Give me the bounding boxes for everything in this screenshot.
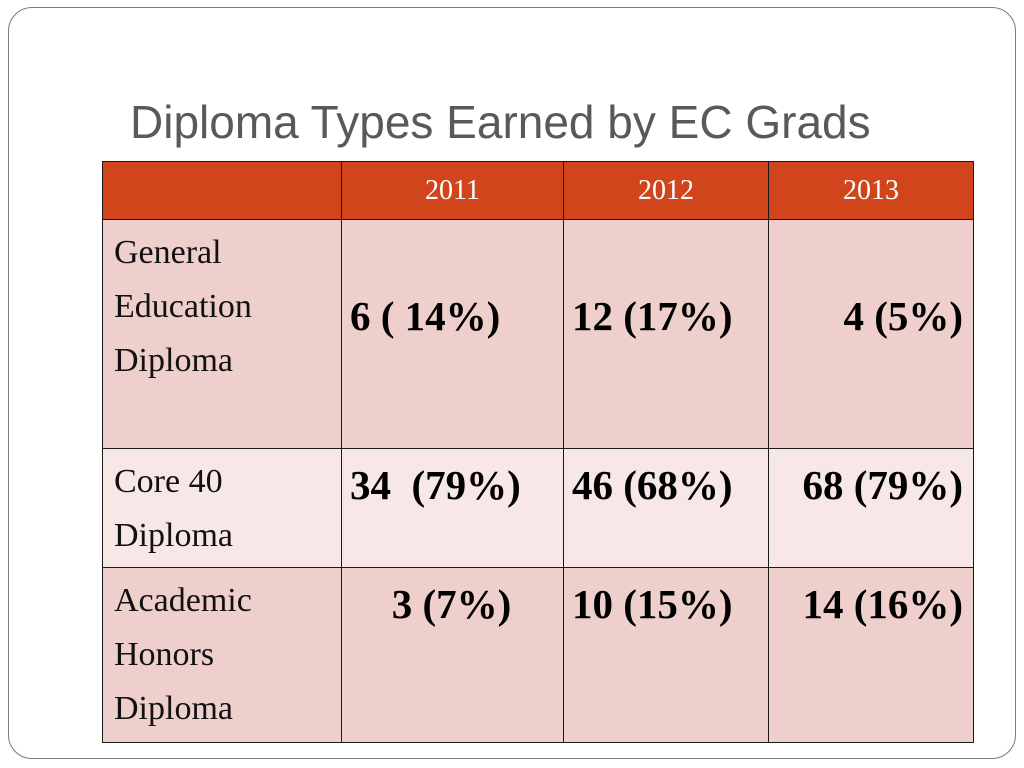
row-label-line: General <box>114 234 222 271</box>
header-year-2012: 2012 <box>563 161 769 220</box>
slide-title: Diploma Types Earned by EC Grads <box>130 96 871 148</box>
row-label-line: Diploma <box>114 342 233 379</box>
value-general-2013: 4 (5%) <box>768 219 974 449</box>
row-label-line: Academic <box>114 582 252 619</box>
row-label-academic-honors: Academic Honors Diploma <box>102 567 342 743</box>
value-honors-2011: 3 (7%) <box>341 567 564 743</box>
header-year-2011: 2011 <box>341 161 564 220</box>
value-general-2011: 6 ( 14%) <box>341 219 564 449</box>
table-row-core-40: Core 40 Diploma 34 (79%) 46 (68%) 68 (79… <box>102 448 974 568</box>
table-row-general-education: General Education Diploma 6 ( 14%) 12 (1… <box>102 219 974 449</box>
row-label-line: Honors <box>114 636 215 673</box>
header-year-2013: 2013 <box>768 161 974 220</box>
row-label-core-40: Core 40 Diploma <box>102 448 342 568</box>
value-core40-2013: 68 (79%) <box>768 448 974 568</box>
value-core40-2012: 46 (68%) <box>563 448 769 568</box>
diploma-types-table: 2011 2012 2013 General Education Diploma… <box>102 161 974 743</box>
row-label-line: Diploma <box>114 690 233 727</box>
value-honors-2013: 14 (16%) <box>768 567 974 743</box>
header-corner-cell <box>102 161 342 220</box>
row-label-line: Diploma <box>114 517 233 554</box>
value-honors-2012: 10 (15%) <box>563 567 769 743</box>
table-row-academic-honors: Academic Honors Diploma 3 (7%) 10 (15%) … <box>102 567 974 743</box>
table-header-row: 2011 2012 2013 <box>102 161 974 220</box>
row-label-line: Core 40 <box>114 463 223 500</box>
value-general-2012: 12 (17%) <box>563 219 769 449</box>
row-label-line: Education <box>114 288 252 325</box>
value-core40-2011: 34 (79%) <box>341 448 564 568</box>
row-label-general-education: General Education Diploma <box>102 219 342 449</box>
